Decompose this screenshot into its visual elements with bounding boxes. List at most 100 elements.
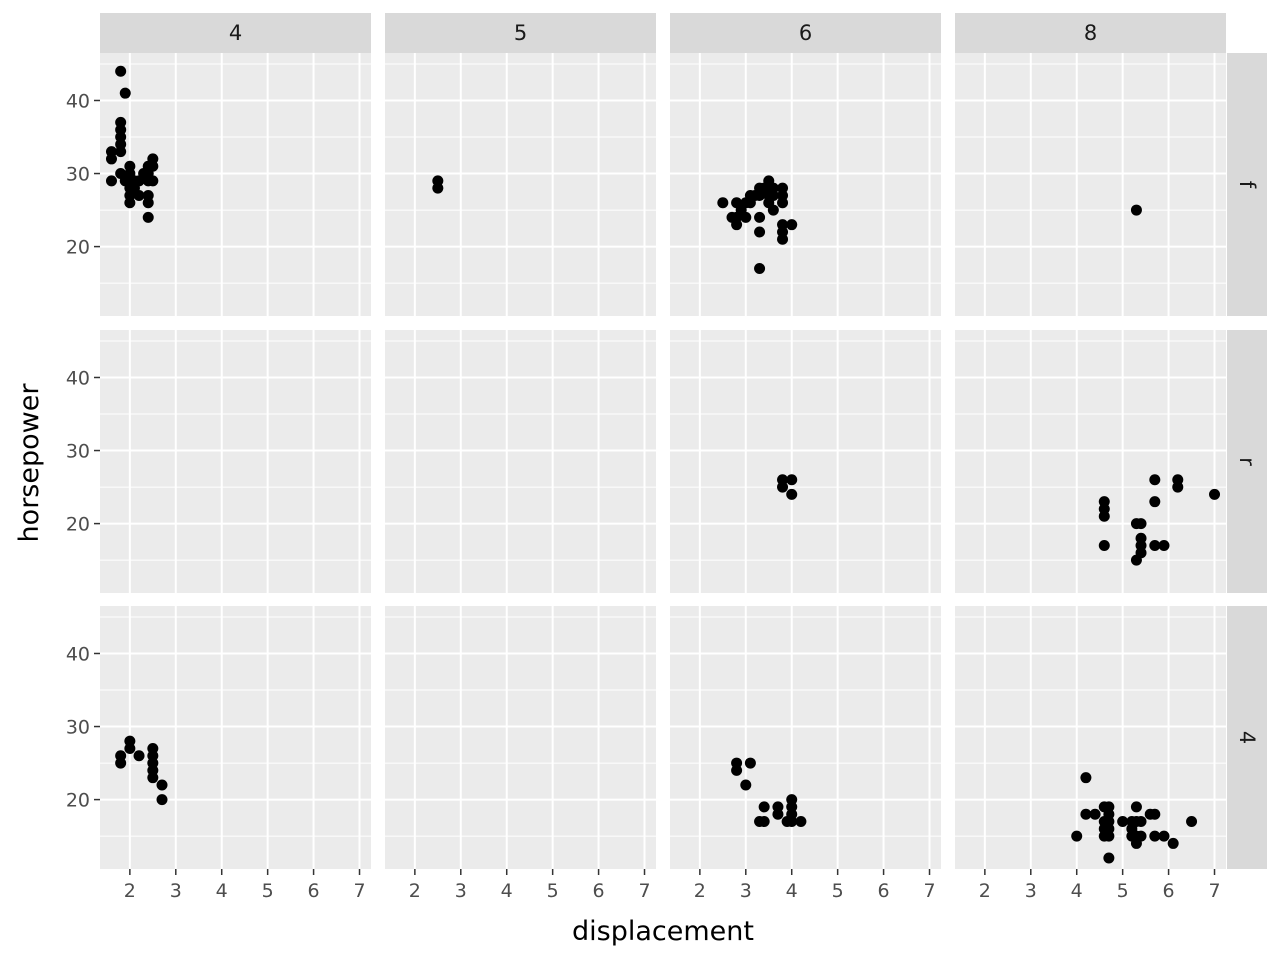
data-point [1158,830,1170,842]
panel-background [670,606,941,869]
data-point [147,175,159,187]
x-tick-label: 4 [501,880,513,902]
strip-background [955,13,1226,53]
panel-background [670,330,941,593]
x-tick-label: 6 [593,880,605,902]
x-tick-label: 5 [262,880,274,902]
data-point [1117,816,1129,828]
data-point [740,779,752,791]
data-point [777,197,789,209]
data-point [1089,808,1101,820]
y-tick-label: 20 [66,790,90,812]
data-point [142,197,154,209]
row-strip-r: r [1227,330,1267,593]
panel-5-r [385,330,656,593]
data-point [133,189,145,201]
strip-background [1227,606,1267,869]
data-point [142,211,154,223]
data-point [772,808,784,820]
data-point [1103,830,1115,842]
panel-6-4 [670,606,941,869]
panel-background [955,330,1226,593]
strip-background [385,13,656,53]
data-point [786,219,798,231]
data-point [767,204,779,216]
data-point [115,65,127,77]
data-point [717,197,729,209]
data-point [758,816,770,828]
data-point [124,197,136,209]
panel-background [385,330,656,593]
data-point [795,816,807,828]
axes-layer: 20 30 40 20 30 40 20 30 40 2 3 4 5 6 7 2 3 4 5 6 7 2 3 4 5 6 7 2 3 4 5… [66,90,1221,902]
column-strip-label: 8 [1084,21,1097,45]
data-point [115,146,127,158]
data-point [731,764,743,776]
x-tick-label: 5 [832,880,844,902]
strips-layer: 4 5 6 8 f r 4 [100,13,1267,869]
x-tick-label: 3 [170,880,182,902]
column-strip-4: 4 [100,13,371,53]
column-strip-6: 6 [670,13,941,53]
data-point [1149,496,1161,508]
data-point [1135,518,1147,530]
panel-background [955,53,1226,316]
x-tick-label: 7 [1208,880,1220,902]
data-point [740,211,752,223]
panel-5-f [385,53,656,316]
strip-background [1227,330,1267,593]
panel-4-r [100,330,371,593]
panel-8-r [955,330,1226,593]
column-strip-label: 6 [799,21,812,45]
data-point [119,87,131,99]
panel-5-4 [385,606,656,869]
x-tick-label: 2 [694,880,706,902]
data-point [1130,801,1142,813]
data-point [1071,830,1083,842]
y-tick-label: 30 [66,717,90,739]
data-point [1149,830,1161,842]
data-point [744,757,756,769]
x-tick-label: 3 [455,880,467,902]
x-tick-label: 4 [1071,880,1083,902]
row-strip-f: f [1227,53,1267,316]
data-point [124,742,136,754]
panel-background [385,53,656,316]
data-point [1186,816,1198,828]
y-tick-label: 40 [66,90,90,112]
data-point [786,488,798,500]
x-tick-label: 2 [409,880,421,902]
y-tick-label: 40 [66,367,90,389]
row-strip-label: 4 [1235,731,1259,744]
panel-background [100,330,371,593]
row-strip-4: 4 [1227,606,1267,869]
column-strip-5: 5 [385,13,656,53]
data-point [105,153,117,165]
x-tick-label: 7 [638,880,650,902]
data-point [1209,488,1221,500]
panel-8-f [955,53,1226,316]
data-point [777,233,789,245]
data-point [1098,510,1110,522]
column-strip-label: 4 [229,21,242,45]
data-point [1135,547,1147,559]
x-tick-label: 6 [308,880,320,902]
x-tick-label: 2 [979,880,991,902]
data-point [1172,481,1184,493]
x-tick-label: 3 [740,880,752,902]
data-point [156,779,168,791]
y-tick-label: 20 [66,514,90,536]
y-axis-title: horsepower [14,383,45,543]
strip-background [1227,53,1267,316]
y-tick-label: 30 [66,441,90,463]
x-tick-label: 6 [1163,880,1175,902]
data-point [1103,852,1115,864]
panel-6-f [670,53,941,316]
data-point [1080,808,1092,820]
data-point [1158,540,1170,552]
panel-8-4 [955,606,1226,869]
x-tick-label: 4 [216,880,228,902]
data-point [1149,540,1161,552]
panel-background [955,606,1226,869]
